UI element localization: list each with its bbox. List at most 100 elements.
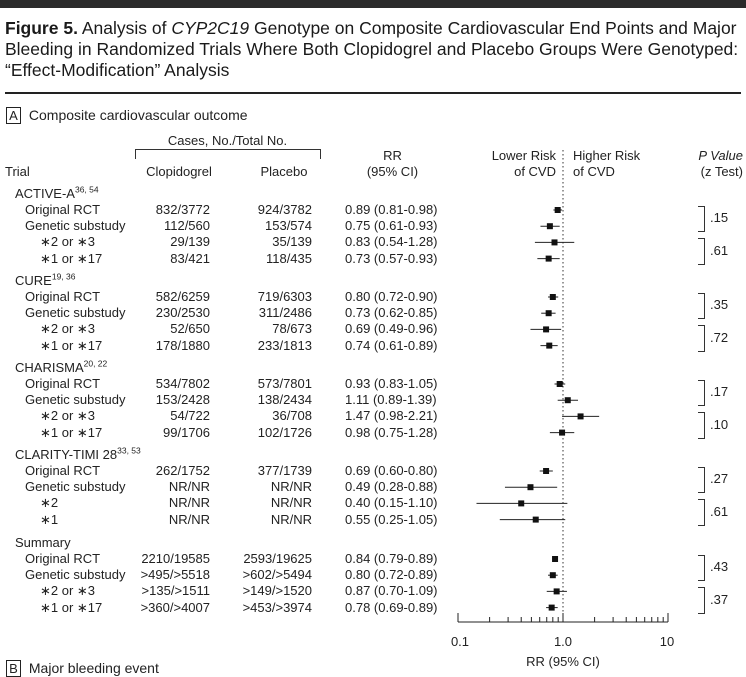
row-label: ∗1 or ∗17: [40, 424, 103, 440]
placebo-cases: 153/574: [265, 218, 312, 234]
rr-point: [518, 500, 525, 507]
p-value: .43: [710, 559, 729, 575]
panel-a-heading: A Composite cardiovascular outcome: [6, 107, 248, 124]
placebo-cases: NR/NR: [270, 495, 312, 511]
rr-point: [549, 572, 556, 579]
clopidogrel-cases: >360/>4007: [140, 599, 210, 615]
rr-ci-text: 0.49 (0.28-0.88): [345, 479, 438, 495]
placebo-cases: NR/NR: [270, 479, 312, 495]
p-value-bracket: [698, 293, 705, 320]
placebo-cases: >453/>3974: [242, 599, 312, 615]
p-value: .61: [710, 242, 729, 258]
p-value: .35: [710, 297, 729, 313]
p-value: .15: [710, 210, 729, 226]
p-value-header-line2: (z Test): [700, 164, 743, 179]
rr-point: [577, 413, 584, 420]
title-pre: Analysis of: [81, 18, 172, 38]
group-title: CLARITY-TIMI 2833, 53: [15, 445, 141, 463]
rr-ci-text: 0.80 (0.72-0.89): [345, 567, 438, 583]
p-value: .27: [710, 471, 729, 487]
rr-ci-text: 0.93 (0.83-1.05): [345, 376, 438, 391]
rr-point: [553, 588, 560, 595]
higher-risk-line1: Higher Risk: [573, 148, 641, 163]
group-title: CURE19, 36: [15, 271, 76, 289]
rr-point: [545, 255, 552, 262]
row-label: Original RCT: [25, 551, 101, 566]
axis-label: RR (95% CI): [526, 654, 600, 669]
p-value-bracket: [698, 238, 705, 265]
row-label: Genetic substudy: [25, 567, 126, 583]
placebo-cases: 233/1813: [257, 337, 312, 353]
title-gene: CYP2C19: [171, 18, 250, 38]
clopidogrel-cases: 29/139: [170, 234, 210, 250]
row-label: Genetic substudy: [25, 479, 126, 495]
row-label: Genetic substudy: [25, 218, 126, 234]
rr-ci-text: 0.80 (0.72-0.90): [345, 289, 438, 304]
clopidogrel-cases: 112/560: [163, 218, 210, 234]
row-label: Original RCT: [25, 376, 101, 391]
group-name: ACTIVE-A: [15, 186, 75, 201]
placebo-cases: >602/>5494: [242, 567, 312, 583]
rr-ci-text: 0.87 (0.70-1.09): [345, 583, 438, 599]
p-value: .17: [710, 384, 729, 400]
clopidogrel-cases: 52/650: [170, 321, 210, 337]
placebo-cases: 78/673: [272, 321, 312, 337]
clopidogrel-cases: >495/>5518: [140, 567, 210, 583]
p-value: .37: [710, 591, 729, 607]
placebo-header: Placebo: [260, 164, 308, 179]
rr-point: [564, 397, 571, 404]
group-title: CHARISMA20, 22: [15, 358, 108, 376]
group-name: CHARISMA: [15, 360, 84, 375]
group-reference-sup: 33, 53: [117, 445, 141, 456]
clopidogrel-cases: NR/NR: [168, 511, 210, 527]
clopidogrel-cases: 582/6259: [155, 289, 210, 304]
rr-point: [556, 381, 563, 387]
clopidogrel-cases: 54/722: [170, 408, 210, 424]
rr-ci-text: 0.69 (0.49-0.96): [345, 321, 438, 337]
rr-point: [532, 516, 539, 523]
placebo-cases: NR/NR: [270, 511, 312, 527]
rr-point: [546, 223, 553, 230]
rr-ci-text: 0.73 (0.57-0.93): [345, 250, 438, 266]
group-reference-sup: 19, 36: [51, 271, 76, 282]
row-label: ∗1 or ∗17: [40, 337, 103, 353]
row-label: Original RCT: [25, 202, 101, 217]
figure-title: Figure 5. Analysis of CYP2C19 Genotype o…: [5, 18, 741, 81]
clopidogrel-cases: 83/421: [170, 250, 210, 266]
rr-ci-text: 0.73 (0.62-0.85): [345, 305, 438, 321]
higher-risk-line2: of CVD: [573, 164, 615, 179]
rr-point: [551, 239, 558, 246]
rr-ci-text: 0.83 (0.54-1.28): [345, 234, 438, 250]
row-label: ∗1 or ∗17: [40, 250, 103, 266]
panel-a-letter: A: [6, 107, 21, 124]
row-label: Genetic substudy: [25, 392, 126, 408]
clopidogrel-cases: 99/1706: [163, 424, 210, 440]
rr-ci-text: 0.78 (0.69-0.89): [345, 599, 438, 615]
rr-point: [554, 207, 561, 213]
row-label: Original RCT: [25, 463, 101, 478]
row-label: ∗2: [40, 495, 59, 511]
group-reference-sup: 20, 22: [83, 358, 108, 369]
rr-point: [549, 294, 556, 300]
row-label: Genetic substudy: [25, 305, 126, 321]
rr-header-line2: (95% CI): [366, 164, 419, 179]
top-rule: [0, 0, 746, 8]
panel-b-title: Major bleeding event: [28, 660, 159, 676]
clopidogrel-cases: 178/1880: [155, 337, 210, 353]
trial-header: Trial: [5, 164, 30, 179]
rr-ci-text: 0.84 (0.79-0.89): [345, 551, 438, 566]
row-label: ∗2 or ∗3: [40, 234, 96, 250]
axis-tick-label-1.0: 1.0: [553, 634, 573, 649]
cases-group-header: Cases, No./Total No.: [167, 133, 288, 148]
placebo-cases: 719/6303: [257, 289, 312, 304]
row-label: ∗1 or ∗17: [40, 599, 103, 615]
placebo-cases: 311/2486: [258, 305, 312, 321]
rr-ci-text: 1.47 (0.98-2.21): [345, 408, 438, 424]
clopidogrel-cases: 153/2428: [155, 392, 210, 408]
rr-ci-text: 0.98 (0.75-1.28): [345, 424, 438, 440]
rr-header-line1: RR: [383, 148, 402, 163]
p-value-bracket: [698, 412, 705, 439]
placebo-cases: 573/7801: [257, 376, 312, 391]
cases-bracket: [135, 149, 321, 159]
row-label: ∗2 or ∗3: [40, 583, 96, 599]
